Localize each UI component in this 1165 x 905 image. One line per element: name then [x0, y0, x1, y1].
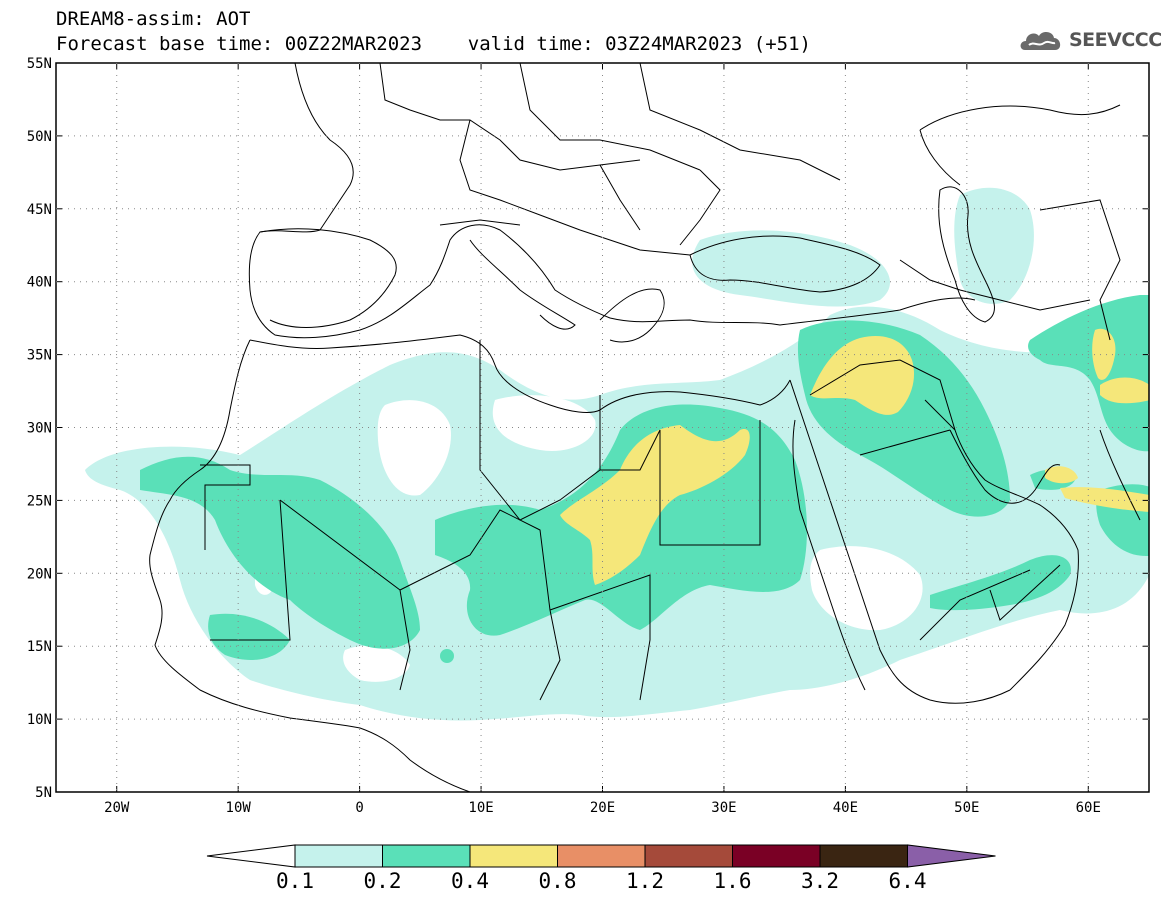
- lon-tick-label: 0: [355, 800, 363, 816]
- colorbar-swatch: [732, 844, 821, 868]
- lat-tick-label: 45N: [27, 202, 52, 218]
- colorbar-label: 6.4: [889, 869, 927, 893]
- lat-tick-label: 25N: [27, 493, 52, 509]
- lon-tick-label: 20W: [104, 800, 130, 816]
- colorbar-swatch: [644, 844, 733, 868]
- map-borders: [149, 63, 1141, 792]
- lat-tick-label: 10N: [27, 712, 52, 728]
- lon-tick-label: 10E: [468, 800, 493, 816]
- colorbar-label: 1.2: [626, 869, 664, 893]
- colorbar-min-arrow: [206, 844, 296, 868]
- colorbar-label: 3.2: [801, 869, 839, 893]
- colorbar-label: 1.6: [714, 869, 752, 893]
- colorbar-label: 0.2: [364, 869, 402, 893]
- lat-tick-label: 55N: [27, 56, 52, 72]
- lat-tick-label: 35N: [27, 348, 52, 364]
- lat-tick-label: 15N: [27, 639, 52, 655]
- cloud-icon: [1020, 32, 1061, 50]
- lon-tick-label: 20E: [590, 800, 615, 816]
- aot-holes: [255, 395, 923, 682]
- colorbar-max-arrow: [907, 844, 996, 868]
- lon-tick-label: 50E: [954, 800, 979, 816]
- seevccc-logo: SEEVCCC: [1017, 26, 1162, 54]
- colorbar-swatch: [469, 844, 558, 868]
- latitude-axis: 55N 50N 45N 40N 35N 30N 25N 20N 15N 10N 5N: [27, 56, 1149, 801]
- lon-tick-label: 60E: [1076, 800, 1101, 816]
- lat-tick-label: 50N: [27, 129, 52, 145]
- colorbar-label: 0.4: [451, 869, 489, 893]
- map-title: DREAM8-assim: AOT: [56, 8, 251, 30]
- colorbar-swatch: [382, 844, 471, 868]
- colorbar-swatch: [557, 844, 646, 868]
- lat-tick-label: 40N: [27, 275, 52, 291]
- lat-tick-label: 5N: [35, 785, 52, 801]
- colorbar-swatch: [294, 844, 383, 868]
- lat-tick-label: 30N: [27, 421, 52, 437]
- aot-contours: [85, 187, 1149, 721]
- lon-tick-label: 10W: [226, 800, 252, 816]
- forecast-time-line: Forecast base time: 00Z22MAR2023 valid t…: [56, 33, 811, 55]
- lon-tick-label: 30E: [711, 800, 736, 816]
- colorbar-label: 0.8: [539, 869, 577, 893]
- longitude-axis: 20W 10W 0 10E 20E 30E 40E 50E 60E: [104, 63, 1101, 816]
- lat-tick-label: 20N: [27, 566, 52, 582]
- colorbar: 0.1 0.2 0.4 0.8 1.2 1.6 3.2 6.4: [206, 844, 996, 893]
- colorbar-swatch: [819, 844, 908, 868]
- logo-text: SEEVCCC: [1069, 29, 1162, 51]
- lon-tick-label: 40E: [833, 800, 858, 816]
- colorbar-label: 0.1: [276, 869, 314, 893]
